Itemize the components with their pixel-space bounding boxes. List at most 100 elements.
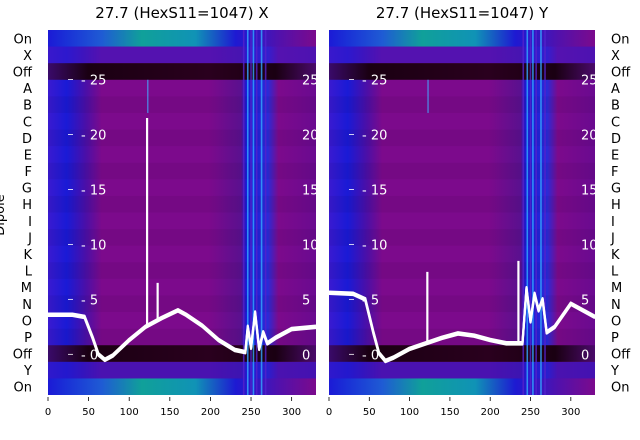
row-label-left: On [14, 381, 32, 396]
xtick-label: 0 [45, 407, 51, 418]
row-label-left: I [28, 215, 32, 230]
row-label-right: F [611, 165, 618, 180]
row-label-right: Y [610, 364, 619, 379]
heatmap-streak [427, 79, 429, 113]
heatmap-row [48, 229, 316, 246]
row-label-right: Off [611, 65, 631, 80]
heatmap-streak [246, 30, 249, 395]
xtick-label: 150 [440, 407, 459, 418]
left-ylabel: Dipole [0, 194, 8, 235]
row-label-right: E [611, 148, 619, 163]
row-label-right: C [611, 115, 620, 130]
heatmap-row [48, 63, 316, 80]
heatmap-row [329, 30, 595, 47]
overlay-ytick-label-edge: 0 [302, 348, 310, 363]
heatmap-streak [544, 30, 546, 395]
row-label-right: L [611, 265, 619, 280]
overlay-series-line [329, 288, 595, 364]
overlay-series-line [48, 310, 316, 363]
heatmap-row [329, 63, 595, 80]
heatmap-row [48, 96, 316, 113]
heatmap-row [329, 328, 595, 346]
row-label-right: N [611, 298, 621, 313]
row-label-right: H [611, 198, 621, 213]
overlay-ytick-label-inner: - 5 [81, 293, 98, 308]
heatmap-row [48, 262, 316, 279]
xtick-label: 250 [521, 407, 540, 418]
heatmap-row [329, 129, 595, 147]
overlay-ytick-label-edge: 15 [581, 183, 598, 198]
xtick-label: 50 [363, 407, 376, 418]
row-label-left: G [22, 182, 32, 197]
heatmap-streak [540, 30, 542, 395]
row-label-left: On [14, 32, 32, 47]
overlay-ytick-label-edge: 5 [302, 293, 310, 308]
row-label-right: D [611, 132, 621, 147]
heatmap-row [329, 195, 595, 213]
row-label-left: Off [13, 65, 33, 80]
row-label-left: E [24, 148, 32, 163]
xtick-label: 200 [201, 407, 220, 418]
row-label-right: I [611, 215, 615, 230]
row-label-left: B [23, 99, 32, 114]
heatmap-streak [535, 30, 537, 395]
heatmap-streak [260, 30, 263, 395]
row-label-left: O [22, 314, 32, 329]
row-label-left: P [24, 331, 32, 346]
overlay-ytick-label-edge: 10 [581, 238, 598, 253]
heatmap-row [329, 262, 595, 279]
heatmap-streak [255, 30, 258, 395]
xtick-label: 300 [282, 407, 301, 418]
heatmap-row [48, 295, 316, 313]
xtick-label: 300 [561, 407, 580, 418]
heatmap-streak [529, 30, 532, 395]
overlay-ytick-label-edge: 10 [302, 238, 319, 253]
xtick-label: 200 [481, 407, 500, 418]
heatmap-streak [242, 30, 245, 395]
xtick-label: 150 [160, 407, 179, 418]
heatmap-row [329, 378, 595, 395]
xtick-label: 0 [326, 407, 332, 418]
heatmap-row [329, 162, 595, 180]
row-label-left: C [23, 115, 32, 130]
row-label-right: On [611, 381, 629, 396]
overlay-ytick-label-inner: - 15 [81, 183, 106, 198]
overlay-ytick-label-edge: 0 [581, 348, 589, 363]
chart-title-x: 27.7 (HexS11=1047) X [95, 4, 268, 22]
overlay-ytick-label-inner: - 0 [81, 348, 98, 363]
heatmap-row [48, 129, 316, 147]
row-label-left: A [23, 82, 32, 97]
xtick-label: 100 [120, 407, 139, 418]
overlay-ytick-label-edge: 15 [302, 183, 319, 198]
row-label-left: H [22, 198, 32, 213]
row-label-left: N [22, 298, 32, 313]
heatmap-row [329, 96, 595, 113]
overlay-ytick-label-inner: - 15 [362, 183, 387, 198]
heatmap-row [329, 361, 595, 379]
heatmap-row [329, 229, 595, 246]
row-label-left: F [25, 165, 32, 180]
heatmap-streak [526, 30, 529, 395]
row-label-right: P [611, 331, 619, 346]
overlay-ytick-label-edge: 25 [581, 73, 598, 88]
overlay-ytick-label-inner: - 0 [362, 348, 379, 363]
row-label-left: L [25, 265, 33, 280]
heatmap-row [48, 46, 316, 64]
heatmap-streak [147, 79, 149, 113]
overlay-ytick-label-inner: - 20 [362, 128, 387, 143]
overlay-ytick-label-inner: - 25 [81, 73, 106, 88]
heatmap-streak [522, 30, 525, 395]
row-label-left: J [27, 231, 32, 246]
panel-y: - 0 0- 5 5- 10 10- 15 15- 20 20- 25 250 50 100 15… [326, 30, 598, 418]
row-label-left: X [23, 49, 32, 64]
overlay-ytick-label-inner: - 10 [362, 238, 387, 253]
overlay-ytick-label-edge: 5 [581, 293, 589, 308]
heatmap-row [48, 162, 316, 180]
row-label-right: B [611, 99, 620, 114]
row-label-right: K [611, 248, 620, 263]
overlay-ytick-label-inner: - 25 [362, 73, 387, 88]
overlay-ytick-label-inner: - 20 [81, 128, 106, 143]
